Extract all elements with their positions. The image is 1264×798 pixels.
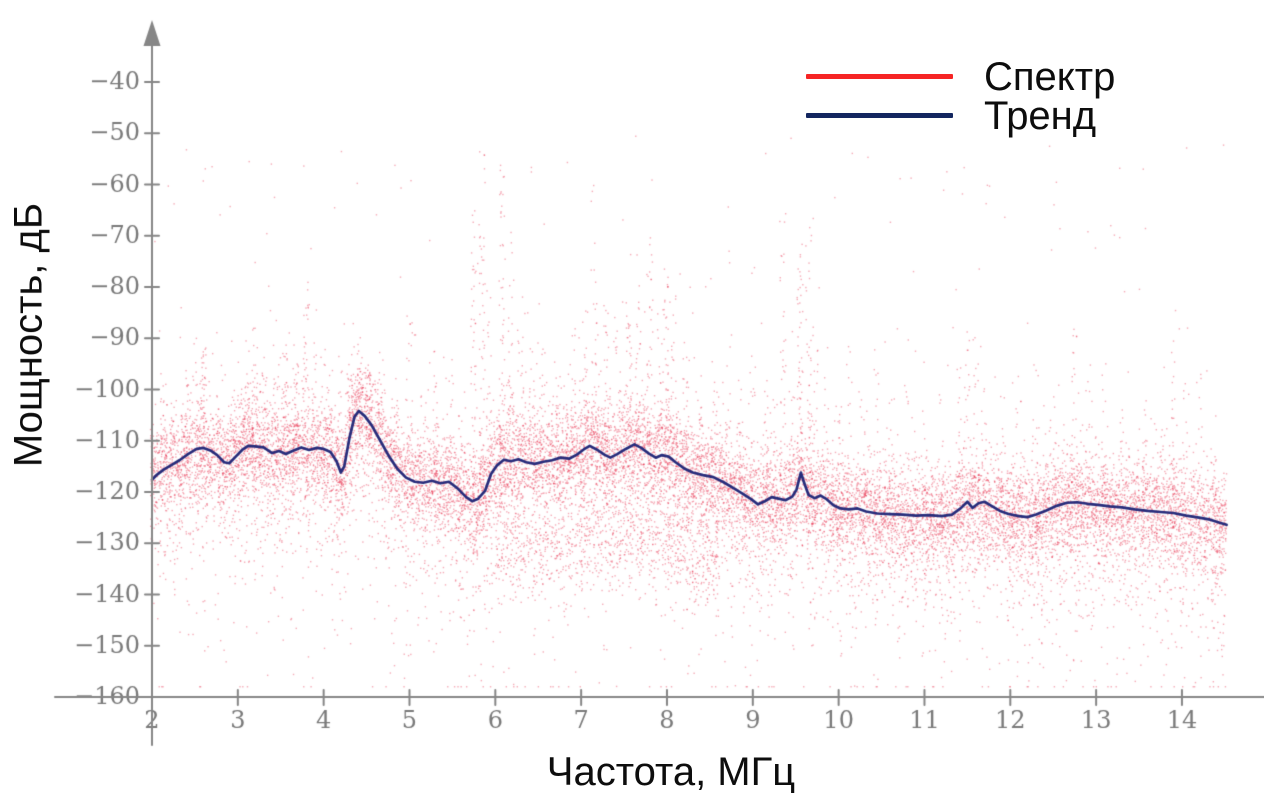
legend: Спектр Тренд	[806, 54, 1116, 138]
legend-label-trend: Тренд	[984, 93, 1097, 138]
x-axis-label: Частота, МГц	[546, 750, 796, 794]
legend-line-trend-icon	[806, 113, 953, 118]
legend-item-spectrum: Спектр	[806, 54, 1116, 99]
legend-line-spectrum-icon	[806, 74, 953, 79]
y-axis-label: Мощность, дБ	[6, 202, 51, 468]
legend-label-spectrum: Спектр	[984, 54, 1116, 99]
legend-item-trend: Тренд	[806, 93, 1115, 138]
